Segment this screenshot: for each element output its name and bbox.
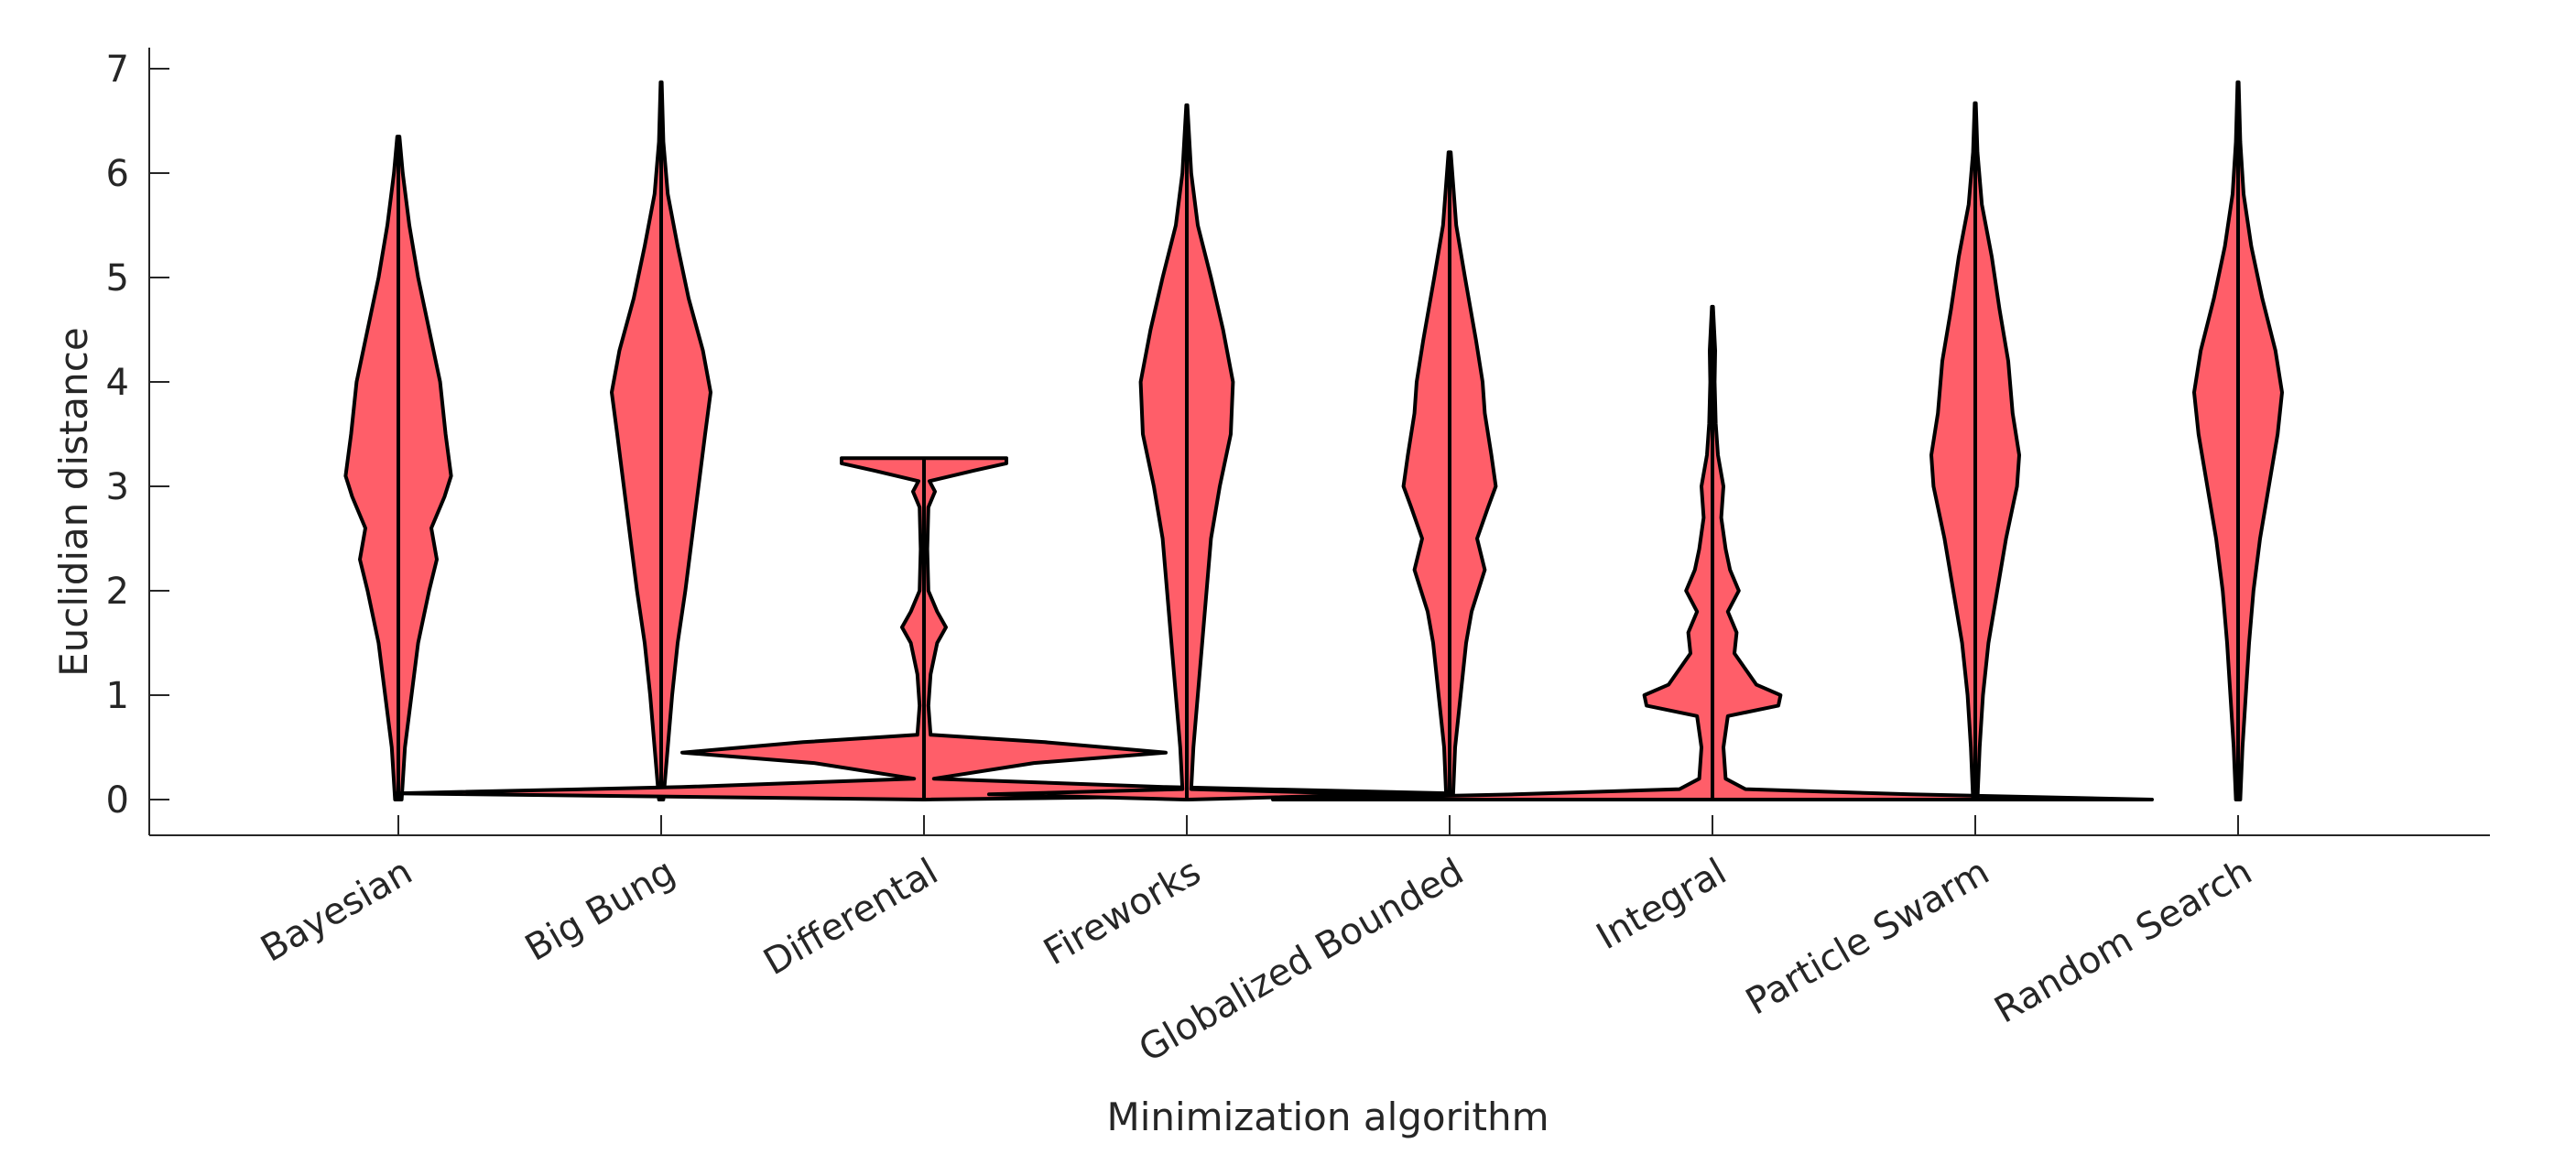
y-tick-label: 1 bbox=[106, 675, 129, 717]
y-tick-label: 4 bbox=[106, 362, 129, 404]
y-tick-label: 6 bbox=[106, 153, 129, 195]
violins-group bbox=[343, 80, 2284, 801]
x-tick-label: Random Search bbox=[1988, 851, 2259, 1032]
y-tick-label: 2 bbox=[106, 571, 129, 613]
y-tick-label: 3 bbox=[106, 466, 129, 508]
y-tick-label: 0 bbox=[106, 779, 129, 822]
y-ticks-group: 0 1 2 3 4 5 6 7 bbox=[106, 49, 169, 822]
x-tick-label: Big Bung bbox=[518, 851, 682, 970]
x-tick-label: Bayesian bbox=[254, 851, 419, 971]
axes-group bbox=[148, 48, 2490, 836]
x-tick-label: Integral bbox=[1590, 851, 1734, 958]
x-tick-label: Differental bbox=[756, 851, 945, 984]
y-axis-label: Euclidian distance bbox=[51, 327, 96, 677]
y-tick-label: 5 bbox=[106, 257, 129, 299]
y-tick-label: 7 bbox=[106, 49, 129, 91]
x-axis-label: Minimization algorithm bbox=[1106, 1094, 1549, 1139]
x-ticks-group: Bayesian Big Bung Differental FireworksGlob… bbox=[254, 815, 2259, 1071]
x-tick-label: Fireworks bbox=[1037, 851, 1208, 974]
x-tick-label: Particle Swarm bbox=[1739, 851, 1996, 1024]
